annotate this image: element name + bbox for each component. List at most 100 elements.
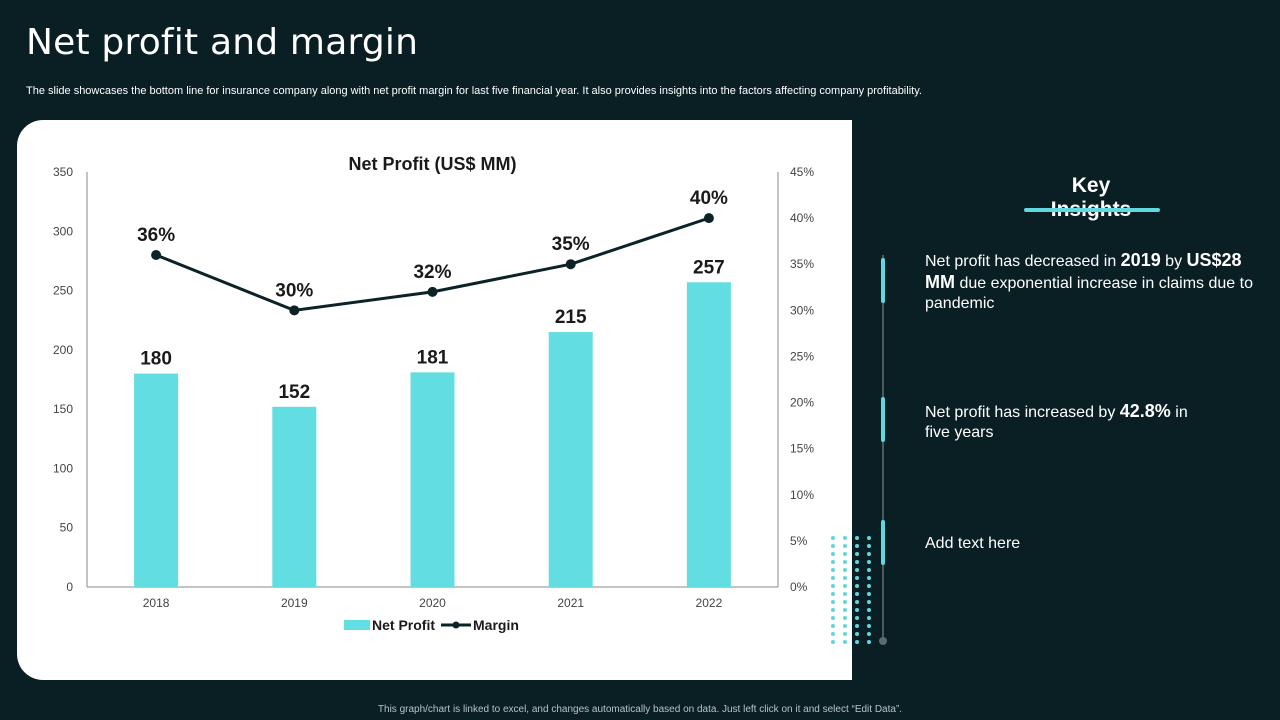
insights-title: Key Insights bbox=[1050, 174, 1132, 221]
margin-point-2020 bbox=[427, 286, 438, 297]
dot-pattern-decoration bbox=[831, 536, 871, 644]
decoration-dot bbox=[867, 544, 871, 548]
y2-tick-label: 0% bbox=[790, 580, 808, 594]
insight-highlight-amount: US$28 MM bbox=[925, 250, 1242, 292]
bar-net-profit-2019 bbox=[272, 406, 317, 587]
insight-item-2[interactable]: Net profit has increased by 42.8% in fiv… bbox=[925, 401, 1188, 441]
margin-value-label: 40% bbox=[690, 188, 728, 209]
insight-item-1[interactable]: Net profit has decreased in 2019 by US$2… bbox=[925, 250, 1253, 312]
y2-tick-label: 20% bbox=[790, 396, 814, 410]
y-tick-label: 350 bbox=[53, 165, 73, 179]
bar-net-profit-2020 bbox=[410, 372, 455, 587]
decoration-dot bbox=[855, 584, 859, 588]
margin-value-label: 32% bbox=[413, 262, 451, 283]
decoration-dot bbox=[831, 632, 835, 636]
decoration-dot bbox=[843, 576, 847, 580]
decoration-dot bbox=[843, 600, 847, 604]
decoration-dot bbox=[855, 552, 859, 556]
y-tick-label: 50 bbox=[60, 521, 74, 535]
chart-card[interactable]: 0 50 100 150 200 250 300 350 0% 5% 10% 15% 20% 25% 30%… bbox=[17, 120, 852, 680]
decoration-dot bbox=[867, 552, 871, 556]
decoration-dot bbox=[843, 632, 847, 636]
y2-tick-label: 15% bbox=[790, 442, 814, 456]
decoration-dot bbox=[867, 536, 871, 540]
decoration-dot bbox=[843, 624, 847, 628]
decoration-dot bbox=[843, 584, 847, 588]
margin-value-label: 35% bbox=[552, 234, 590, 255]
legend-label-margin: Margin bbox=[473, 617, 519, 633]
decoration-dot bbox=[855, 568, 859, 572]
bar-value-label: 181 bbox=[417, 347, 449, 368]
x-tick-label: 2021 bbox=[557, 596, 584, 610]
decoration-dot bbox=[843, 568, 847, 572]
decoration-dot bbox=[843, 608, 847, 612]
decoration-dot bbox=[831, 568, 835, 572]
decoration-dot bbox=[843, 544, 847, 548]
decoration-dot bbox=[843, 552, 847, 556]
y-tick-label: 150 bbox=[53, 402, 73, 416]
y2-tick-label: 45% bbox=[790, 165, 814, 179]
margin-point-2019 bbox=[289, 305, 300, 316]
decoration-dot bbox=[867, 616, 871, 620]
x-tick-label: 2019 bbox=[281, 596, 308, 610]
decoration-dot bbox=[855, 640, 859, 644]
decoration-dot bbox=[867, 640, 871, 644]
y2-tick-label: 30% bbox=[790, 303, 814, 317]
legend-label-net-profit: Net Profit bbox=[372, 617, 435, 633]
decoration-dot bbox=[867, 608, 871, 612]
decoration-dot bbox=[867, 584, 871, 588]
decoration-dot bbox=[855, 536, 859, 540]
margin-value-label: 36% bbox=[137, 225, 175, 246]
x-tick-label: 2022 bbox=[696, 596, 723, 610]
y-tick-label: 300 bbox=[53, 224, 73, 238]
decoration-dot bbox=[855, 560, 859, 564]
insight-highlight-percent: 42.8% bbox=[1119, 401, 1171, 421]
insights-timeline bbox=[879, 255, 887, 645]
bar-value-label: 180 bbox=[140, 349, 172, 370]
margin-point-2022 bbox=[703, 213, 714, 224]
y-tick-label: 0 bbox=[66, 580, 73, 594]
decoration-dot bbox=[831, 576, 835, 580]
footer-note: This graph/chart is linked to excel, and… bbox=[377, 704, 903, 715]
bar-net-profit-2021 bbox=[548, 332, 593, 587]
decoration-dot bbox=[855, 544, 859, 548]
decoration-dot bbox=[831, 616, 835, 620]
y-tick-label: 250 bbox=[53, 284, 73, 298]
chart-title: Net Profit (US$ MM) bbox=[349, 154, 517, 174]
decoration-dot bbox=[867, 600, 871, 604]
decoration-dot bbox=[843, 536, 847, 540]
page-subtitle: The slide showcases the bottom line for … bbox=[26, 85, 922, 97]
timeline-marker-2 bbox=[881, 397, 885, 442]
y2-tick-label: 10% bbox=[790, 488, 814, 502]
decoration-dot bbox=[867, 592, 871, 596]
net-profit-chart[interactable]: 0 50 100 150 200 250 300 350 0% 5% 10% 15% 20% 25% 30%… bbox=[17, 120, 852, 680]
legend-swatch-margin-dot bbox=[452, 621, 460, 629]
decoration-dot bbox=[843, 616, 847, 620]
y2-tick-label: 35% bbox=[790, 257, 814, 271]
margin-point-2018 bbox=[151, 250, 162, 260]
decoration-dot bbox=[831, 592, 835, 596]
decoration-dot bbox=[843, 560, 847, 564]
decoration-dot bbox=[867, 624, 871, 628]
decoration-dot bbox=[831, 640, 835, 644]
decoration-dot bbox=[855, 600, 859, 604]
decoration-dot bbox=[831, 552, 835, 556]
decoration-dot bbox=[867, 568, 871, 572]
decoration-dot bbox=[855, 616, 859, 620]
timeline-end-dot bbox=[879, 637, 887, 645]
decoration-dot bbox=[855, 624, 859, 628]
insight-item-3[interactable]: Add text here bbox=[925, 535, 1021, 552]
decoration-dot bbox=[831, 536, 835, 540]
decoration-dot bbox=[831, 544, 835, 548]
x-tick-label: 2020 bbox=[419, 596, 446, 610]
decoration-dot bbox=[831, 560, 835, 564]
decoration-dot bbox=[855, 632, 859, 636]
timeline-marker-3 bbox=[881, 520, 885, 565]
x-tick-label: 2018 bbox=[143, 596, 170, 610]
decoration-dot bbox=[843, 592, 847, 596]
bar-net-profit-2022 bbox=[686, 282, 731, 587]
margin-point-2021 bbox=[565, 259, 576, 270]
bar-value-label: 257 bbox=[693, 257, 725, 278]
decoration-dot bbox=[867, 576, 871, 580]
decoration-dot bbox=[855, 576, 859, 580]
